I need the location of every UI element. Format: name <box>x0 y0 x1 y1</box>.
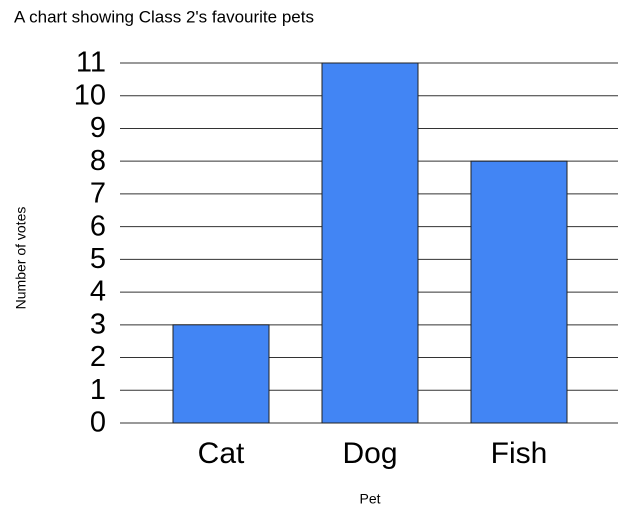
bar <box>321 62 419 424</box>
y-tick-label: 8 <box>90 145 106 177</box>
y-tick-label: 6 <box>90 210 106 242</box>
bar <box>470 160 568 424</box>
y-tick-label: 4 <box>90 276 106 308</box>
y-axis-label: Number of votes <box>13 207 29 310</box>
y-tick-label: 9 <box>90 112 106 144</box>
x-axis-label: Pet <box>359 491 380 507</box>
bar <box>172 324 270 424</box>
y-tick-label: 1 <box>90 374 106 406</box>
x-tick-label: Cat <box>198 437 245 470</box>
y-tick-label: 5 <box>90 243 106 275</box>
y-tick-label: 3 <box>90 308 106 340</box>
y-tick-label: 10 <box>74 79 106 111</box>
x-tick-label: Fish <box>491 437 548 470</box>
y-tick-label: 0 <box>90 407 106 439</box>
y-tick-label: 2 <box>90 341 106 373</box>
y-tick-label: 11 <box>76 47 106 79</box>
x-tick-label: Dog <box>342 437 397 470</box>
chart-title: A chart showing Class 2's favourite pets <box>14 7 314 26</box>
y-tick-label: 7 <box>90 178 106 210</box>
